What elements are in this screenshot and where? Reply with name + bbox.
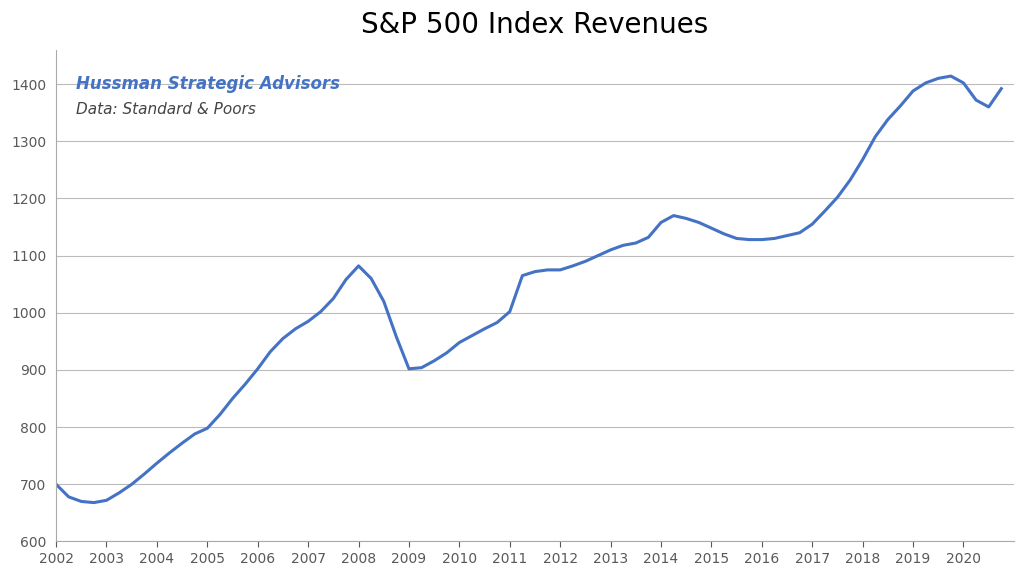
Title: S&P 500 Index Revenues: S&P 500 Index Revenues (362, 11, 708, 39)
Text: Hussman Strategic Advisors: Hussman Strategic Advisors (76, 74, 340, 93)
Text: Data: Standard & Poors: Data: Standard & Poors (76, 102, 256, 117)
